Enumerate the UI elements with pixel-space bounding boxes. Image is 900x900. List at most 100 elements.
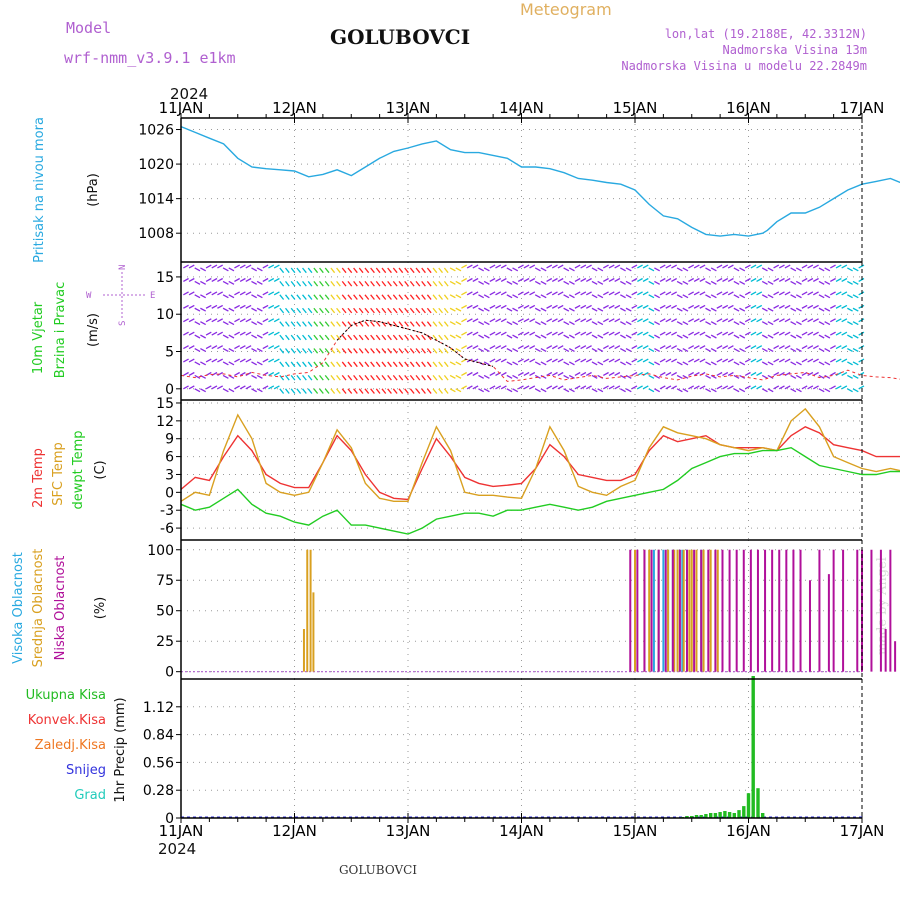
- wind-barb: [217, 318, 224, 323]
- wind-barb: [341, 321, 347, 327]
- wind-barb: [370, 307, 375, 314]
- wind-barb: [807, 277, 814, 282]
- wind-barb: [239, 277, 246, 282]
- wind-barb: [625, 321, 632, 326]
- wind-barb: [835, 291, 842, 296]
- wind-barb: [404, 374, 409, 381]
- wind-barb: [614, 371, 621, 376]
- wind-barb: [591, 294, 598, 299]
- wind-barb: [358, 307, 364, 314]
- wind-barb: [512, 294, 519, 299]
- wind-barb: [807, 345, 814, 350]
- wind-barb: [676, 334, 683, 339]
- wind-barb: [784, 345, 791, 350]
- wind-barb: [824, 361, 831, 366]
- wind-barb: [438, 280, 444, 287]
- wind-barb: [807, 318, 814, 323]
- wind-barb: [534, 347, 541, 352]
- wind-barb: [211, 331, 218, 336]
- wind-barb: [540, 334, 547, 339]
- wind-barb: [818, 361, 825, 366]
- wind-barb: [568, 388, 575, 393]
- wind-barb: [727, 385, 734, 390]
- wind-barb: [279, 348, 285, 354]
- wind-barb: [472, 345, 479, 350]
- wind-barb: [512, 374, 519, 379]
- wind-barb: [705, 388, 712, 393]
- wind-barb: [722, 331, 729, 336]
- wind-barb: [614, 264, 621, 269]
- wind-barb: [234, 264, 241, 269]
- wind-barb: [812, 385, 819, 390]
- wind-barb: [409, 348, 415, 354]
- wind-barb: [642, 358, 649, 363]
- wind-barb: [563, 321, 570, 326]
- wind-barb: [443, 321, 449, 327]
- wind-barb: [830, 371, 836, 376]
- wind-barb: [654, 334, 661, 339]
- wind-barb: [807, 264, 814, 269]
- wind-barb: [812, 264, 819, 269]
- wind-barb: [625, 334, 632, 339]
- wind-barb: [637, 304, 643, 309]
- wind-barb: [648, 294, 655, 299]
- series-pressure: [180, 125, 900, 237]
- wind-barb: [449, 334, 456, 339]
- wind-barb: [432, 307, 438, 314]
- precip-bar: [756, 788, 760, 818]
- wind-barb: [443, 294, 449, 300]
- ylabel-pressure: (hPa): [86, 173, 101, 207]
- wind-barb: [523, 385, 530, 390]
- wind-barb: [438, 321, 444, 327]
- wind-barb: [404, 267, 409, 274]
- wind-barb: [285, 348, 290, 354]
- wind-barb: [443, 374, 449, 381]
- wind-barb: [563, 388, 570, 393]
- year-label-bottom: 2024: [158, 840, 196, 858]
- wind-barb: [654, 294, 661, 299]
- wind-barb: [381, 267, 387, 274]
- precip-bar: [727, 812, 732, 818]
- wind-barb: [256, 294, 263, 299]
- wind-barb: [727, 358, 734, 363]
- wind-barb: [500, 345, 507, 350]
- wind-barb: [750, 358, 757, 363]
- wind-barb: [205, 358, 212, 363]
- wind-barb: [239, 345, 246, 350]
- wind-barb: [778, 345, 785, 350]
- wind-barb: [268, 277, 275, 282]
- xtick-label: 11JAN: [159, 99, 204, 117]
- wind-barb: [750, 264, 757, 269]
- wind-barb: [495, 304, 502, 309]
- wind-barb: [551, 371, 558, 376]
- wind-barb: [699, 318, 706, 323]
- wind-barb: [489, 385, 496, 390]
- wind-barb: [761, 280, 768, 285]
- wind-barb: [268, 358, 275, 363]
- wind-barb: [188, 291, 195, 296]
- precip-bar: [742, 806, 746, 818]
- wind-barb: [330, 280, 336, 287]
- wind-barb: [472, 264, 479, 269]
- wind-barb: [529, 331, 536, 336]
- wind-barb: [637, 358, 643, 363]
- wind-barb: [461, 318, 468, 323]
- wind-barb: [432, 267, 438, 274]
- wind-barb: [699, 385, 706, 390]
- wind-barb: [432, 348, 438, 354]
- wind-barb: [744, 318, 751, 323]
- wind-barb: [761, 294, 768, 299]
- wind-barb: [812, 358, 819, 363]
- wind-barb: [426, 388, 432, 394]
- wind-barb: [716, 385, 723, 390]
- wind-barb: [296, 361, 302, 368]
- wind-barb: [608, 264, 615, 269]
- wind-barb: [307, 267, 313, 274]
- wind-barb: [784, 385, 791, 390]
- wind-barb: [807, 385, 814, 390]
- wind-barb: [455, 307, 462, 312]
- precip-bar: [723, 811, 727, 818]
- wind-barb: [336, 361, 341, 368]
- wind-barb: [710, 267, 717, 272]
- wind-barb: [835, 318, 842, 323]
